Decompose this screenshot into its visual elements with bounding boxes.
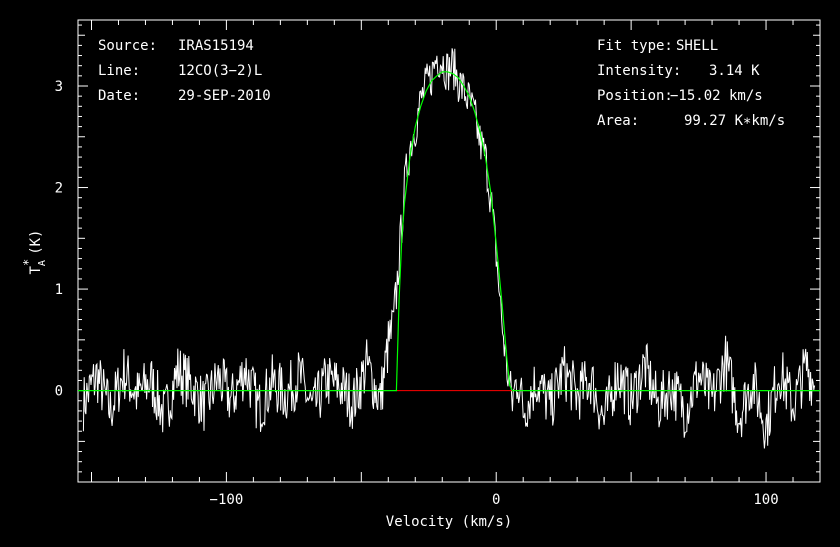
y-axis-label-sub: A	[37, 260, 48, 266]
x-tick-label: −100	[210, 492, 244, 508]
position-label: Position:	[597, 88, 673, 104]
spectrum-series-line	[82, 48, 816, 449]
y-axis-label-main: T	[28, 266, 44, 275]
date-value: 29-SEP-2010	[178, 88, 271, 104]
svg-text:TA*(K): TA* (K)	[21, 230, 48, 275]
area-value: 99.27 K∗km/s	[684, 113, 785, 129]
x-axis-label: Velocity (km/s)	[386, 514, 512, 530]
x-tick-label: 100	[753, 492, 778, 508]
source-value: IRAS15194	[178, 38, 254, 54]
source-label: Source:	[98, 38, 157, 54]
y-axis-ticks: 0 1 2 3	[55, 24, 820, 473]
intensity-value: 3.14 K	[709, 63, 760, 79]
x-tick-label: 0	[492, 492, 500, 508]
fit-type-value: SHELL	[676, 38, 718, 54]
x-axis-ticks: −100 0 100	[90, 20, 821, 508]
y-axis-label-sup: *	[21, 259, 35, 266]
y-tick-label: 1	[55, 282, 63, 298]
line-value: 12CO(3−2)L	[178, 63, 262, 79]
line-label: Line:	[98, 63, 140, 79]
fit-type-label: Fit type:	[597, 38, 673, 54]
y-tick-label: 3	[55, 79, 63, 95]
y-tick-label: 2	[55, 181, 63, 197]
y-axis-label: TA* (K)	[21, 230, 48, 275]
intensity-label: Intensity:	[597, 63, 681, 79]
y-tick-label: 0	[55, 384, 63, 400]
y-axis-label-unit: (K)	[28, 230, 44, 255]
date-label: Date:	[98, 88, 140, 104]
fit-series-line	[78, 71, 820, 392]
plot-frame	[77, 19, 821, 483]
position-value: −15.02 km/s	[670, 88, 763, 104]
area-label: Area:	[597, 113, 639, 129]
